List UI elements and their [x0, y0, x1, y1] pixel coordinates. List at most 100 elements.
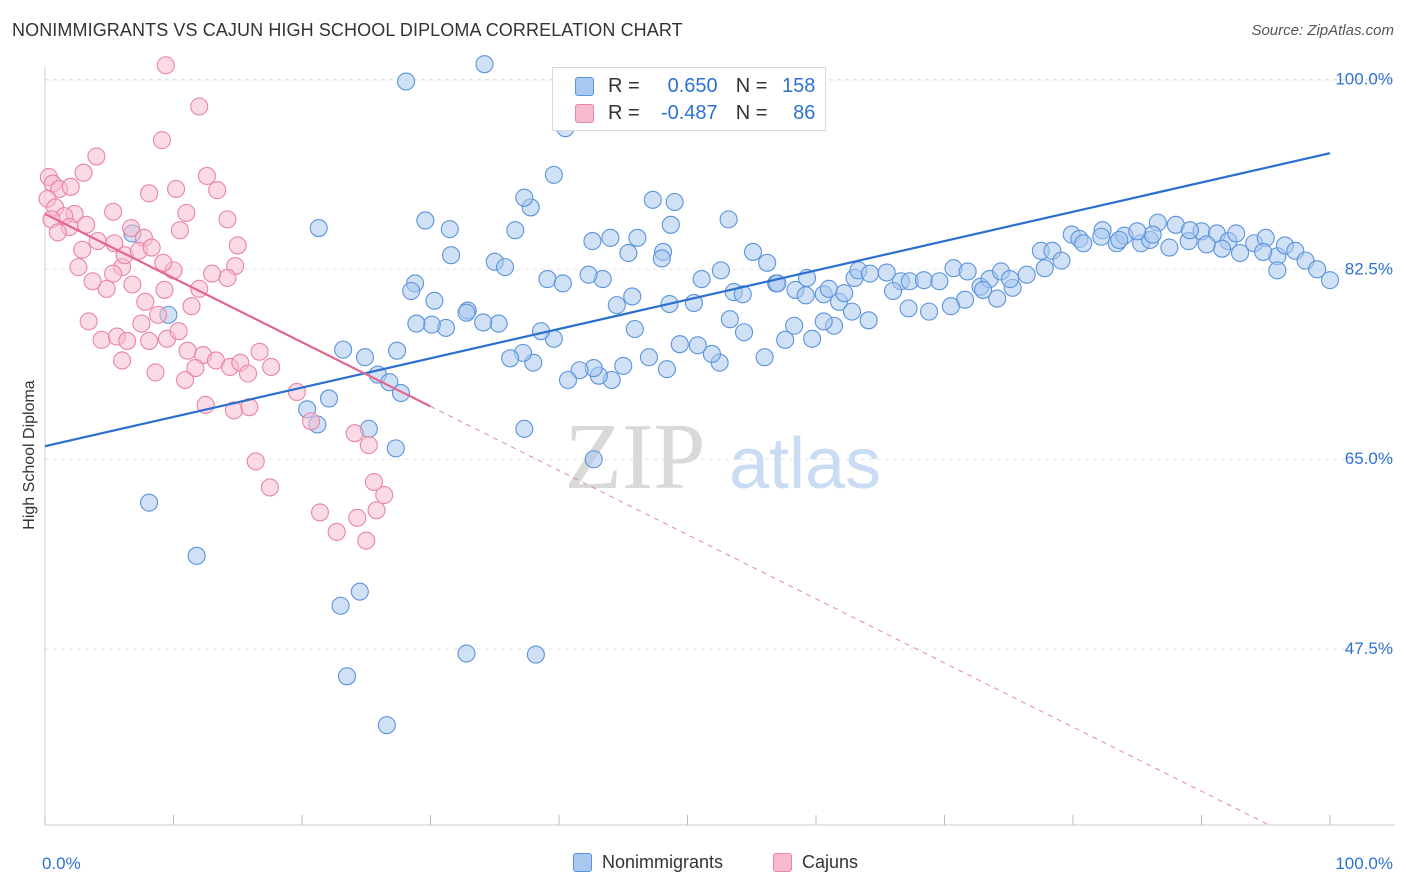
- nonimmigrants-point: [639, 348, 659, 367]
- nonimmigrants-point: [702, 344, 721, 364]
- x-tick-label-min: 0.0%: [42, 854, 81, 873]
- nonimmigrants-point: [1160, 238, 1179, 257]
- cajuns-point: [262, 357, 281, 377]
- y-tick-label: 100.0%: [1335, 69, 1393, 88]
- nonimmigrants-point: [796, 286, 815, 305]
- nonimmigrants-point: [941, 297, 960, 316]
- y-tick-label: 47.5%: [1345, 639, 1393, 658]
- cajuns-point: [152, 131, 171, 150]
- cajuns-point: [136, 292, 155, 311]
- cajuns-point: [122, 219, 141, 238]
- nonimmigrants-point: [814, 312, 833, 331]
- nonimmigrants-point: [665, 192, 684, 212]
- cajuns-point: [348, 508, 367, 527]
- nonimmigrants-point: [1254, 242, 1273, 261]
- cajuns-point: [92, 330, 111, 349]
- cajuns-point: [357, 531, 376, 550]
- nonimmigrants-point: [1320, 271, 1340, 290]
- nonimmigrants-point: [440, 220, 459, 239]
- cajuns-point: [367, 501, 386, 520]
- nonimmigrants-point: [688, 336, 707, 355]
- trend-lines: [44, 152, 1331, 826]
- nonimmigrants-point: [628, 228, 647, 247]
- cajuns-point: [218, 268, 237, 288]
- legend-swatch-cajuns: [575, 103, 594, 123]
- cajuns-point: [327, 522, 346, 542]
- tick-labels: 100.0% 82.5% 65.0% 47.5% 0.0% 100.0%: [42, 69, 1393, 873]
- bottom-legend-swatch-nonimmigrants: [573, 853, 592, 872]
- cajuns-point: [260, 478, 279, 497]
- nonimmigrants-point: [743, 242, 763, 261]
- nonimmigrants-point: [558, 370, 578, 390]
- nonimmigrants-point: [1074, 234, 1093, 253]
- nonimmigrants-point: [1180, 221, 1199, 240]
- nonimmigrants-point: [914, 271, 933, 290]
- nonimmigrants-point: [319, 389, 339, 408]
- nonimmigrants-point: [475, 55, 494, 74]
- nonimmigrants-point: [614, 356, 633, 375]
- nonimmigrants-point: [579, 265, 598, 284]
- nonimmigrants-point: [422, 315, 441, 334]
- nonimmigrants-point: [538, 270, 557, 289]
- nonimmigrants-point: [670, 335, 689, 354]
- nonimmigrants-point: [1268, 261, 1287, 280]
- cajuns-point: [146, 363, 165, 382]
- nonimmigrants-point: [397, 72, 416, 91]
- nonimmigrants-point: [474, 313, 493, 332]
- legend-r-value: -0.487: [660, 101, 718, 124]
- cajuns-point: [104, 264, 123, 283]
- cajuns-point: [208, 181, 227, 200]
- nonimmigrants-point: [835, 284, 854, 303]
- cajuns-point: [87, 147, 106, 166]
- legend-n-label: N =: [735, 101, 768, 124]
- nonimmigrants-point: [1308, 260, 1327, 279]
- cajuns-point: [246, 452, 265, 471]
- nonimmigrants-point: [355, 348, 375, 367]
- watermark-atlas: atlas: [729, 424, 881, 504]
- cajuns-point: [104, 202, 123, 221]
- nonimmigrants-point: [899, 299, 918, 318]
- nonimmigrants-point: [623, 287, 642, 306]
- cajuns-point: [190, 97, 209, 116]
- chart-title: NONIMMIGRANTS VS CAJUN HIGH SCHOOL DIPLO…: [12, 20, 683, 40]
- cajuns-point: [375, 486, 394, 505]
- nonimmigrants-point: [386, 439, 405, 458]
- nonimmigrants-point: [619, 243, 638, 263]
- cajuns-point: [197, 166, 216, 186]
- nonimmigrants-point: [515, 188, 534, 207]
- nonimmigrants-point: [544, 165, 563, 184]
- x-axis: [44, 67, 1395, 826]
- cajuns-point: [177, 203, 196, 222]
- nonimmigrants-point: [1143, 225, 1162, 244]
- cajuns-point: [359, 436, 378, 455]
- nonimmigrants-point: [553, 274, 572, 293]
- nonimmigrants-point: [657, 360, 676, 379]
- cajuns-point: [167, 179, 186, 199]
- cajuns-point: [74, 163, 93, 182]
- bottom-legend-swatch-cajuns: [773, 853, 792, 872]
- legend-n-value: 86: [793, 101, 816, 124]
- legend-r-label: R =: [608, 74, 640, 97]
- cajuns-point: [287, 382, 306, 401]
- stats-legend: R = 0.650 N = 158 R = -0.487 N = 86: [552, 67, 826, 131]
- nonimmigrants-point: [652, 249, 671, 268]
- cajuns-point: [132, 314, 151, 333]
- cajuns-point: [79, 312, 98, 331]
- watermark: ZIP atlas: [565, 405, 882, 509]
- nonimmigrants-point: [1197, 235, 1216, 254]
- nonimmigrants-point: [920, 302, 939, 321]
- nonimmigrants-point: [607, 296, 626, 315]
- nonimmigrants-point: [785, 316, 804, 335]
- nonimmigrants-point: [719, 210, 738, 229]
- nonimmigrants-point: [425, 291, 444, 310]
- legend-n-label: N =: [735, 74, 768, 97]
- nonimmigrants-point: [803, 329, 822, 348]
- nonimmigrants-point: [1092, 227, 1111, 246]
- cajuns-point: [149, 305, 168, 324]
- nonimmigrants-point: [515, 419, 534, 438]
- nonimmigrants-point: [457, 303, 476, 322]
- nonimmigrants-point: [457, 644, 476, 663]
- nonimmigrants-point: [877, 263, 896, 282]
- nonimmigrants-point: [988, 289, 1007, 308]
